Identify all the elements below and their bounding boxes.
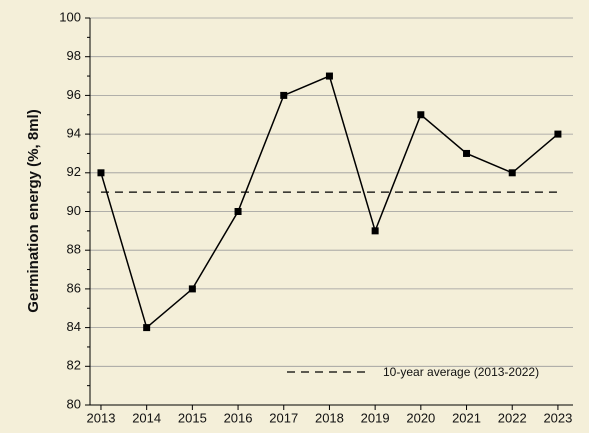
x-tick-label: 2017 [269,410,298,425]
y-tick-label: 88 [67,242,81,257]
x-tick-label: 2019 [361,410,390,425]
data-point [234,208,242,215]
data-point [280,91,288,99]
x-tick-label: 2020 [406,410,435,425]
x-tick-label: 2016 [224,410,253,425]
x-tick-label: 2021 [452,410,481,425]
data-point [371,227,379,235]
x-tick-label: 2013 [87,410,116,425]
data-point [143,324,151,332]
data-point [325,72,333,80]
data-point [97,169,105,177]
y-tick-label: 80 [67,396,81,411]
data-point [417,111,425,119]
x-tick-label: 2018 [315,410,344,425]
data-point [463,149,471,157]
y-tick-label: 92 [67,164,81,179]
x-tick-label: 2022 [498,410,527,425]
legend-label: 10-year average (2013-2022) [383,365,539,379]
y-tick-label: 86 [67,280,81,295]
y-axis-label: Germination energy (%, 8ml) [25,109,42,312]
data-point [508,169,516,177]
y-tick-label: 90 [67,203,81,218]
x-tick-label: 2014 [132,410,161,425]
y-tick-label: 82 [67,358,81,373]
data-point [554,130,562,138]
y-tick-label: 84 [67,319,81,334]
y-tick-label: 100 [59,9,81,24]
y-tick-label: 94 [67,126,81,141]
x-tick-label: 2023 [543,410,572,425]
data-point [188,285,196,293]
y-tick-label: 96 [67,87,81,102]
y-tick-label: 98 [67,48,81,63]
x-tick-label: 2015 [178,410,207,425]
